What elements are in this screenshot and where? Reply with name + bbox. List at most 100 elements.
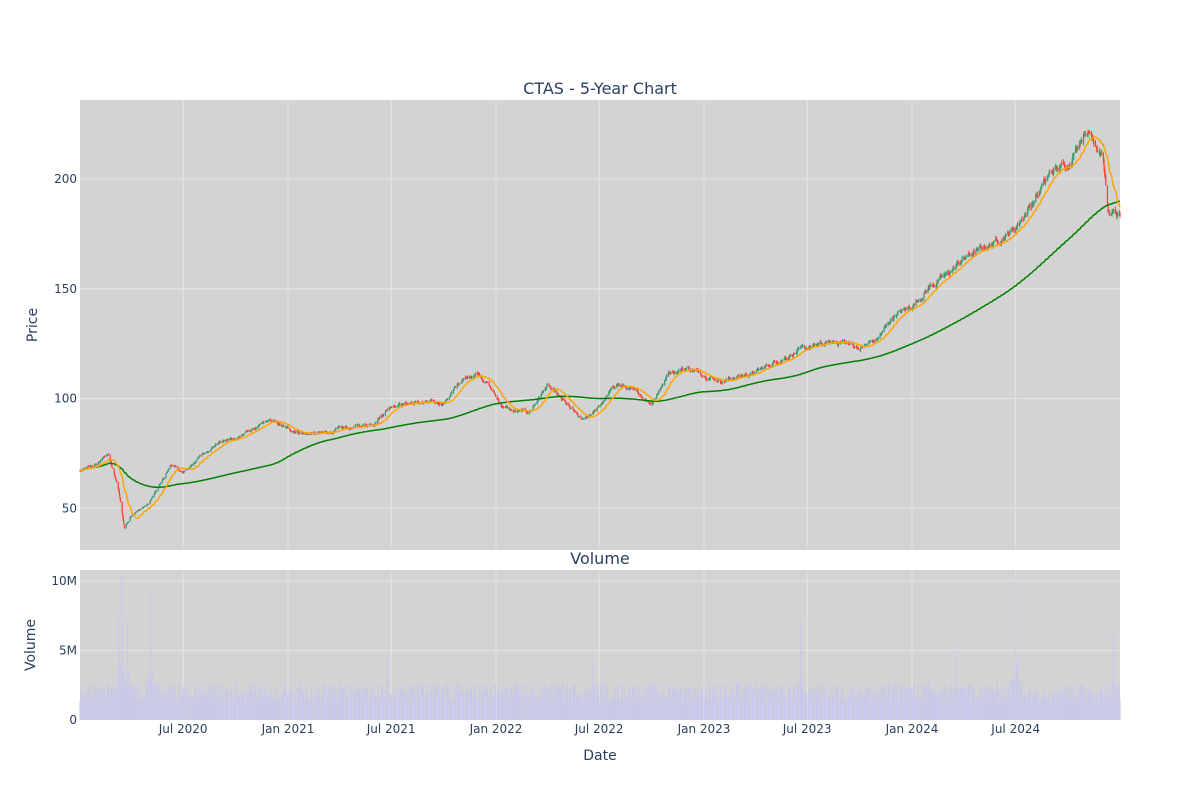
- volume-bar: [653, 699, 655, 720]
- candle-body: [888, 322, 890, 324]
- volume-bar: [211, 688, 213, 720]
- short-moving-average-line: [79, 136, 1121, 519]
- volume-bar: [793, 692, 795, 720]
- volume-bar: [338, 685, 340, 720]
- volume-bar: [860, 700, 862, 720]
- candle-body: [991, 244, 993, 246]
- candle-body: [485, 381, 487, 383]
- volume-bar: [275, 700, 277, 720]
- candle-body: [445, 399, 447, 402]
- volume-bar: [198, 690, 200, 720]
- candle-body: [339, 426, 341, 428]
- volume-bar: [989, 691, 991, 720]
- volume-bar: [1108, 691, 1110, 720]
- volume-bar: [674, 685, 676, 720]
- volume-bar: [852, 699, 854, 720]
- candle-body: [1105, 177, 1107, 186]
- volume-bar: [98, 683, 100, 720]
- candle-body: [210, 449, 212, 451]
- volume-bar: [697, 697, 699, 720]
- volume-bar: [381, 687, 383, 720]
- candle-body: [984, 247, 986, 250]
- volume-bar: [139, 690, 141, 720]
- candle-body: [359, 425, 361, 427]
- candle-body: [586, 416, 588, 418]
- candle-body: [297, 432, 299, 434]
- volume-bar: [1008, 701, 1010, 720]
- candle-body: [384, 411, 387, 415]
- volume-bar: [642, 683, 644, 720]
- date-tick-label: Jan 2022: [469, 722, 523, 736]
- volume-bar: [913, 685, 915, 720]
- volume-bar: [1067, 687, 1069, 720]
- candle-body: [254, 429, 257, 431]
- volume-bar: [1100, 686, 1102, 720]
- candle-body: [1094, 143, 1097, 146]
- volume-bar: [885, 697, 887, 720]
- volume-bar: [504, 689, 506, 720]
- candle-body: [1043, 180, 1045, 185]
- candle-body: [420, 403, 422, 405]
- volume-bar: [738, 683, 740, 720]
- volume-bar: [301, 689, 303, 720]
- volume-bar: [696, 702, 698, 720]
- candle-body: [634, 389, 636, 391]
- candle-body: [1019, 222, 1021, 224]
- volume-bar: [302, 691, 304, 720]
- volume-bar: [127, 684, 129, 720]
- volume-bar: [665, 698, 667, 720]
- volume-bar: [334, 684, 336, 720]
- volume-bar: [693, 692, 695, 720]
- volume-bar: [725, 698, 727, 720]
- volume-bar: [493, 684, 495, 720]
- volume-bar: [406, 697, 408, 720]
- volume-bar: [480, 693, 482, 720]
- volume-bar: [458, 688, 460, 720]
- volume-bar: [247, 692, 249, 720]
- volume-bar: [585, 685, 587, 720]
- volume-bar: [143, 697, 145, 720]
- volume-bar: [213, 686, 215, 720]
- volume-bar: [376, 702, 378, 720]
- volume-bar: [191, 695, 193, 720]
- volume-bar: [297, 696, 299, 720]
- volume-bar: [848, 694, 850, 720]
- volume-bar: [219, 697, 221, 720]
- candle-body: [905, 308, 907, 310]
- volume-tick-label: 5M: [59, 644, 77, 658]
- volume-bar: [901, 701, 903, 720]
- volume-bars: [79, 575, 1121, 720]
- volume-bar: [273, 686, 275, 720]
- volume-bar: [1107, 689, 1109, 720]
- volume-bar: [600, 684, 602, 720]
- volume-bar: [119, 664, 121, 720]
- volume-bar: [354, 693, 356, 720]
- volume-bar: [103, 689, 105, 720]
- volume-bar: [1097, 694, 1099, 720]
- volume-bar: [138, 699, 140, 720]
- volume-bar: [525, 694, 527, 720]
- volume-bar: [1111, 683, 1113, 720]
- candle-body: [883, 328, 885, 332]
- volume-bar: [146, 682, 148, 720]
- volume-bar: [739, 699, 741, 720]
- volume-bar: [819, 698, 821, 720]
- candle-body: [1058, 169, 1061, 171]
- candle-body: [652, 403, 654, 405]
- candle-body: [506, 406, 508, 409]
- candle-body: [301, 432, 303, 434]
- volume-bar: [1110, 698, 1112, 720]
- volume-bar: [1017, 668, 1019, 720]
- candle-body: [97, 462, 99, 465]
- volume-bar: [349, 682, 351, 720]
- volume-bar: [349, 692, 351, 720]
- candle-body: [1113, 210, 1115, 212]
- volume-bar: [953, 686, 955, 720]
- volume-bar: [201, 695, 203, 720]
- volume-bar: [668, 685, 670, 720]
- volume-bar: [191, 699, 193, 720]
- volume-bar: [457, 683, 459, 720]
- volume-bar: [753, 694, 755, 720]
- candle-body: [365, 424, 367, 426]
- volume-bar: [625, 701, 627, 720]
